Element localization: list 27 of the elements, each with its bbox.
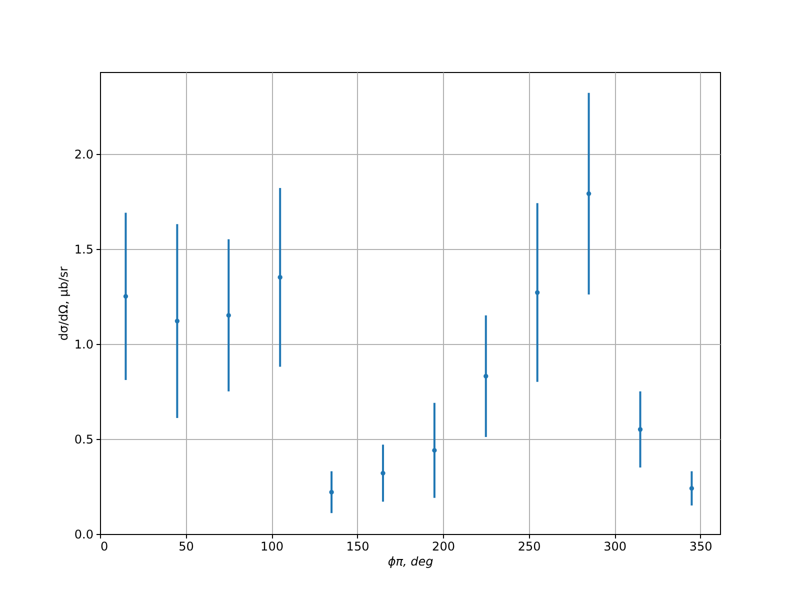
point (278, 274, 282, 280)
point (329, 490, 334, 495)
point (689, 486, 694, 491)
x-tick-label: 200 (432, 540, 455, 554)
point (226, 313, 231, 318)
y-tick-label: 1.5 (74, 242, 94, 256)
point (174, 318, 180, 324)
point (123, 294, 128, 299)
point (484, 374, 488, 379)
y-tick-label: 0.0 (74, 528, 94, 542)
x-axis-title: ϕπ, deg (388, 554, 434, 568)
x-tick-label: 150 (346, 540, 370, 554)
y-tick-label: 1.0 (74, 337, 94, 352)
x-tick-label: 350 (689, 540, 712, 554)
x-tick-label: 50 (178, 540, 194, 554)
y-axis-title: dσ/dΩ, μb/sr (56, 266, 70, 341)
point (586, 191, 592, 196)
point (535, 290, 540, 295)
point (638, 427, 643, 432)
x-tick-label: 300 (604, 540, 626, 554)
y-tick-label: 2.0 (74, 147, 94, 162)
point (432, 448, 437, 453)
y-tick-label: 0.5 (74, 432, 94, 446)
point (380, 470, 386, 476)
x-tick-label: 0 (100, 540, 108, 554)
x-tick-label: 250 (518, 540, 541, 554)
x-tick-label: 100 (260, 540, 284, 554)
